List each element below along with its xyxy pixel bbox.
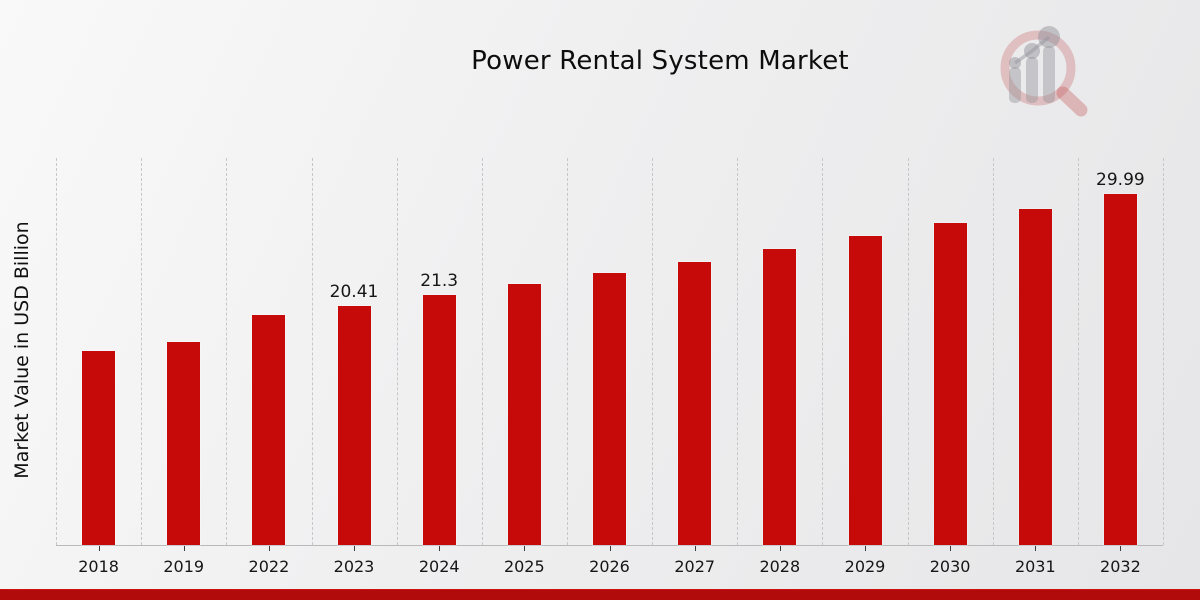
gridline: [822, 158, 824, 545]
y-axis-label: Market Value in USD Billion: [11, 221, 33, 479]
bar-2031: [1018, 208, 1052, 545]
logo-dot-large: [1038, 26, 1060, 48]
x-axis-label-2024: 2024: [418, 557, 460, 576]
x-axis-label-2031: 2031: [1014, 557, 1056, 576]
logo-dot-small: [1009, 57, 1021, 69]
x-axis-tick: [1120, 546, 1122, 551]
bar-2029: [848, 235, 882, 545]
x-axis-label-2026: 2026: [589, 557, 630, 576]
x-axis-tick: [694, 546, 696, 551]
gridline: [737, 158, 739, 545]
logo-bar-medium: [1026, 57, 1038, 103]
bar-2022: [252, 315, 286, 545]
x-axis-tick: [609, 546, 611, 551]
gridline: [1163, 158, 1164, 545]
chart-title: Power Rental System Market: [471, 46, 849, 76]
gridline: [907, 158, 909, 545]
gridline: [652, 158, 654, 545]
x-axis-tick: [183, 546, 185, 551]
gridline: [992, 158, 994, 545]
magnifier-handle: [1056, 86, 1088, 117]
bar-value-label-2032: 29.99: [1096, 169, 1145, 190]
gridline: [311, 158, 313, 545]
gridline: [56, 158, 57, 545]
bar-value-label-2024: 21.3: [420, 271, 459, 292]
gridline: [1077, 158, 1079, 545]
gridline: [566, 158, 568, 545]
x-axis-tick: [950, 546, 952, 551]
x-axis-tick: [268, 546, 270, 551]
bar-2018: [82, 350, 116, 545]
gridline: [226, 158, 228, 545]
x-axis-label-2028: 2028: [759, 557, 801, 576]
bar-2028: [763, 248, 797, 545]
bar-2027: [678, 261, 712, 545]
logo-bar-large: [1043, 46, 1055, 103]
x-axis-label-2029: 2029: [844, 557, 886, 576]
x-axis-tick: [354, 546, 355, 551]
magnifier-bar-chart-logo-icon: [1000, 26, 1088, 117]
bar-value-label-2023: 20.41: [329, 281, 379, 302]
bar-2030: [933, 222, 967, 545]
gridline: [481, 158, 483, 545]
x-axis-tick: [439, 546, 441, 551]
bar-2024: [422, 295, 456, 545]
x-axis-tick: [865, 546, 866, 551]
x-axis-label-2018: 2018: [78, 557, 119, 576]
bar-2019: [167, 342, 201, 545]
bar-2026: [593, 273, 626, 545]
gridline: [396, 158, 398, 545]
x-axis-label-2022: 2022: [248, 557, 290, 576]
bar-2023: [337, 305, 371, 545]
bottom-accent-band: [0, 589, 1200, 600]
x-axis-label-2023: 2023: [333, 557, 375, 576]
x-axis-label-2019: 2019: [163, 557, 205, 576]
bar-2032: [1103, 193, 1137, 545]
bar-2025: [507, 283, 541, 545]
x-axis-tick: [779, 546, 781, 551]
plot-area: 2018 2019 2022 20.41 2023 21.3 2024 2025 2026 202…: [56, 156, 1164, 576]
x-axis-tick: [524, 546, 526, 551]
logo-dot-medium: [1024, 43, 1040, 59]
logo-bar-small: [1009, 67, 1021, 103]
magnifier-ring: [1000, 30, 1076, 106]
x-axis-label-2025: 2025: [503, 557, 545, 576]
x-axis-tick: [98, 546, 100, 551]
x-axis-label-2032: 2032: [1100, 557, 1141, 576]
gridline: [141, 158, 143, 545]
x-axis-label-2027: 2027: [674, 557, 716, 576]
x-axis-tick: [1035, 546, 1037, 551]
x-axis-label-2030: 2030: [929, 557, 971, 576]
